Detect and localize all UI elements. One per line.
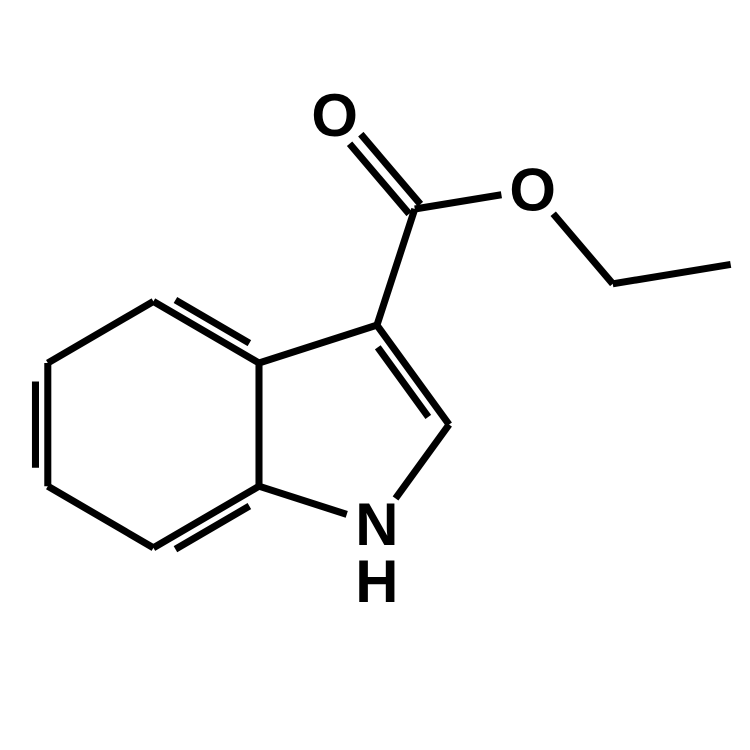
atom-label-o: O bbox=[509, 157, 556, 224]
atom-sublabel-h: H bbox=[355, 548, 398, 615]
molecule-diagram: NHOO bbox=[0, 0, 750, 750]
atom-label-o: O bbox=[311, 82, 358, 149]
